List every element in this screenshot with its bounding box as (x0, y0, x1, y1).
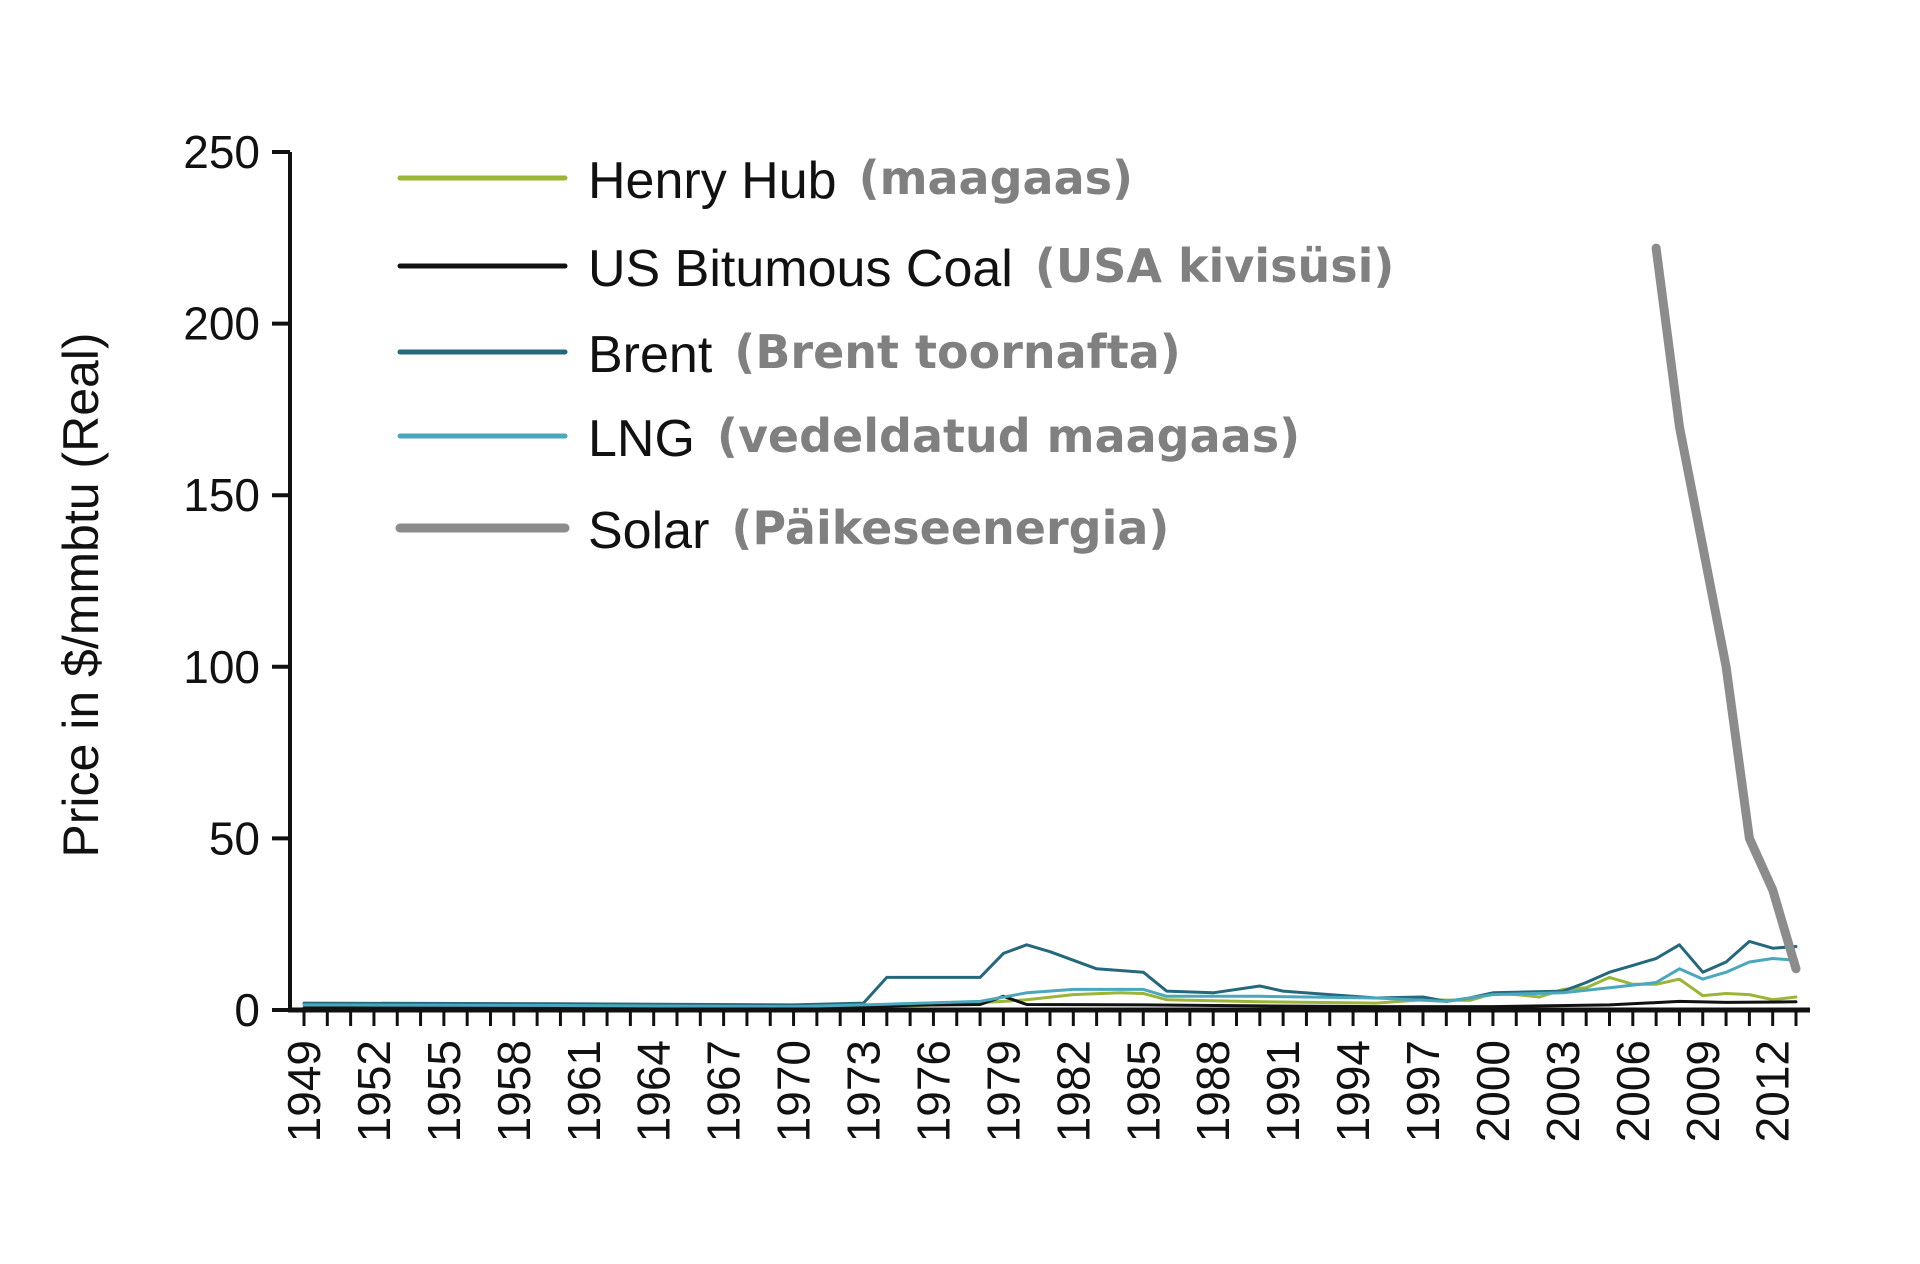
legend-note-us-bitumous-coal: (USA kivisüsi) (1035, 239, 1395, 293)
y-axis: 0 50 100 150 200 250 (183, 126, 292, 1036)
plot-area (302, 243, 1801, 1011)
legend-label-lng: LNG (588, 410, 695, 468)
series-line-brent (302, 939, 1798, 1007)
legend-label-solar: Solar (588, 502, 709, 560)
x-tick-label: 1949 (278, 1040, 330, 1142)
x-tick-label: 1958 (488, 1040, 540, 1142)
x-axis: 1949 1952 1955 1958 1961 1964 1967 1970 1973 1976… (278, 1007, 1810, 1142)
legend-note-lng: (vedeldatud maagaas) (717, 409, 1300, 463)
y-tick-label: 250 (183, 126, 260, 178)
x-tick-label: 1994 (1327, 1040, 1379, 1142)
x-tick-label: 1991 (1257, 1040, 1309, 1142)
x-tick-label: 1955 (418, 1040, 470, 1142)
y-tick-label: 100 (183, 641, 260, 693)
legend-label-brent: Brent (588, 326, 713, 384)
x-tick-label: 1982 (1047, 1040, 1099, 1142)
x-tick-label: 1985 (1117, 1040, 1169, 1142)
y-tick-label: 200 (183, 298, 260, 350)
x-tick-label: 1952 (348, 1040, 400, 1142)
x-tick-label: 1979 (977, 1040, 1029, 1142)
x-tick-label: 1961 (558, 1040, 610, 1142)
x-tick-label: 1967 (698, 1040, 750, 1142)
series-line-solar (1651, 243, 1801, 974)
y-tick-label: 0 (234, 984, 260, 1036)
x-tick-label: 1964 (628, 1040, 680, 1142)
legend-label-us-bitumous-coal: US Bitumous Coal (588, 240, 1013, 298)
y-tick-label: 150 (183, 469, 260, 521)
legend-note-henry-hub: (maagaas) (859, 151, 1133, 205)
legend: Henry Hub (maagaas) US Bitumous Coal (USA k… (395, 151, 1395, 560)
legend-note-brent: (Brent toornafta) (734, 325, 1180, 379)
x-tick-label: 2012 (1747, 1040, 1799, 1142)
x-tick-label: 1973 (838, 1040, 890, 1142)
x-tick-label: 2006 (1607, 1040, 1659, 1142)
y-tick-label: 50 (209, 812, 260, 864)
y-axis-title: Price in $/mmbtu (Real) (53, 332, 109, 857)
x-tick-label: 1997 (1397, 1040, 1449, 1142)
x-tick-label: 2009 (1677, 1040, 1729, 1142)
x-tick-label: 1970 (768, 1040, 820, 1142)
legend-label-henry-hub: Henry Hub (588, 152, 837, 210)
series-line-lng (302, 957, 1798, 1009)
legend-note-solar: (Päikeseenergia) (731, 501, 1169, 555)
x-tick-label: 1988 (1187, 1040, 1239, 1142)
x-tick-label: 1976 (907, 1040, 959, 1142)
x-tick-label: 2000 (1467, 1040, 1519, 1142)
x-tick-label: 2003 (1537, 1040, 1589, 1142)
